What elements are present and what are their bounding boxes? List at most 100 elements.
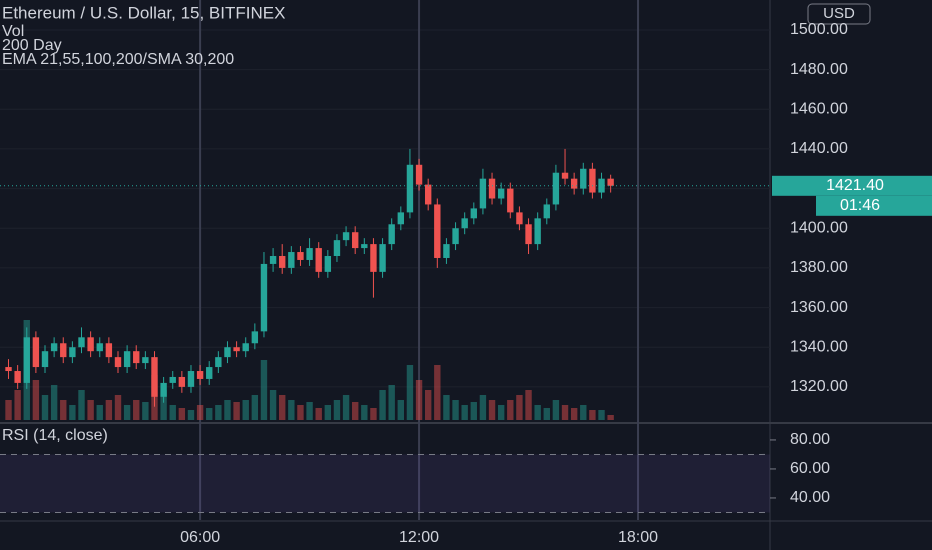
candle-body — [251, 331, 259, 344]
y-tick-label: 1400.00 — [790, 219, 848, 236]
volume-bar — [279, 395, 286, 420]
volume-bar — [114, 395, 122, 420]
volume-bar — [87, 400, 94, 420]
volume-bar — [361, 405, 368, 420]
y-tick-label: 1460.00 — [790, 100, 848, 117]
candle-body — [206, 367, 213, 379]
candle-body — [497, 188, 505, 199]
volume-bar — [589, 410, 596, 420]
candle-body — [105, 343, 113, 358]
candle-body — [406, 164, 414, 213]
candle-body — [5, 367, 12, 372]
volume-bar — [461, 405, 468, 420]
volume-bar — [324, 405, 332, 420]
volume-bar — [497, 405, 505, 420]
volume-bar — [570, 408, 578, 420]
candle-body — [352, 232, 359, 249]
currency-label[interactable]: USD — [823, 5, 855, 22]
y-tick-label: 1500.00 — [790, 21, 848, 38]
volume-bar — [215, 405, 222, 420]
volume-bar — [69, 405, 76, 420]
currency-box[interactable] — [807, 3, 871, 25]
candle-body — [78, 337, 85, 348]
rsi-tick-label: 60.00 — [790, 460, 830, 477]
volume-bar — [196, 405, 204, 420]
candle-body — [570, 178, 578, 189]
candle-body — [525, 224, 532, 245]
volume-bar — [424, 390, 432, 420]
y-tick-label: 1320.00 — [790, 378, 848, 395]
volume-bar — [507, 400, 514, 420]
rsi-title: RSI (14, close) — [2, 427, 108, 444]
volume-bar — [580, 405, 587, 420]
volume-bar — [297, 405, 304, 420]
volume-bar — [224, 400, 231, 420]
candle-body — [552, 172, 560, 205]
candle-body — [415, 164, 423, 185]
volume-bar — [379, 390, 386, 420]
volume-bar — [342, 395, 350, 420]
candle-body — [269, 256, 277, 264]
volume-bar — [123, 405, 131, 420]
candle-body — [224, 347, 231, 358]
volume-bar — [169, 405, 176, 420]
candle-body — [315, 248, 322, 272]
candle-body — [242, 343, 249, 352]
candle-body — [561, 172, 569, 179]
candle-body — [32, 337, 40, 368]
countdown-box — [816, 195, 932, 216]
candle-body — [233, 347, 240, 352]
x-tick-label: 12:00 — [399, 529, 439, 546]
candle-body — [297, 252, 304, 260]
candle-body — [169, 376, 176, 383]
candle-body — [196, 371, 204, 379]
candle-body — [598, 178, 605, 193]
volume-bar — [5, 400, 12, 420]
volume-bar — [160, 390, 167, 420]
volume-bar — [452, 400, 459, 420]
volume-bar — [552, 400, 560, 420]
volume-bar — [206, 408, 213, 420]
volume-bar — [14, 390, 21, 420]
candle-body — [479, 178, 487, 209]
candle-body — [342, 232, 350, 241]
candle-body — [306, 248, 313, 260]
countdown-label: 01:46 — [840, 197, 880, 214]
candle-body — [543, 204, 550, 219]
candle-body — [452, 228, 459, 245]
candle-body — [69, 347, 76, 358]
volume-bar — [525, 390, 532, 420]
rsi-tick-label: 40.00 — [790, 489, 830, 506]
candle-body — [14, 371, 21, 383]
candle-body — [507, 188, 514, 213]
candle-body — [461, 218, 468, 229]
candle-body — [388, 224, 395, 245]
volume-bar — [543, 408, 550, 420]
candle-body — [133, 351, 140, 364]
volume-bar — [479, 395, 487, 420]
last-price-label: 1421.40 — [826, 177, 884, 194]
candle-body — [41, 351, 49, 368]
x-tick-label: 18:00 — [618, 529, 658, 546]
volume-bar — [333, 400, 341, 420]
candle-body — [123, 351, 131, 368]
volume-bar — [470, 402, 477, 420]
volume-bar — [50, 385, 58, 420]
candle-body — [397, 212, 405, 225]
volume-bar — [178, 408, 186, 420]
volume-bar — [306, 402, 313, 420]
rsi-band — [0, 454, 770, 513]
candle-body — [580, 168, 587, 189]
candle-body — [379, 244, 386, 272]
chart-title: Ethereum / U.S. Dollar, 15, BITFINEX — [2, 3, 285, 22]
candle-body — [516, 212, 523, 225]
candle-body — [87, 337, 94, 352]
candle-body — [60, 343, 67, 358]
x-tick-label: 06:00 — [180, 529, 220, 546]
volume-bar — [415, 380, 423, 420]
volume-bar — [598, 410, 605, 420]
last-price-box — [772, 175, 932, 196]
volume-bar — [251, 395, 259, 420]
rsi-tick-label: 80.00 — [790, 431, 830, 448]
